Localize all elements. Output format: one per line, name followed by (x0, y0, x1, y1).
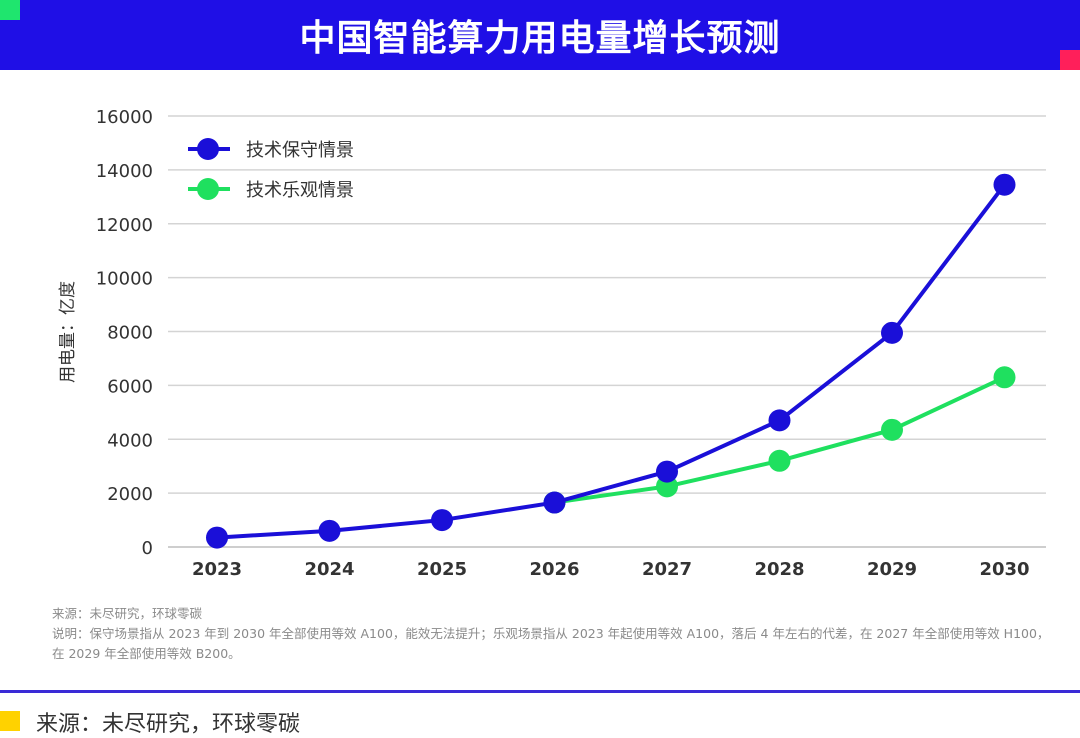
legend-swatch-marker (197, 138, 219, 160)
data-point (993, 173, 1016, 196)
line-chart: 0 2000 4000 6000 8000 10000 12000 14000 16000 20… (58, 107, 1046, 580)
x-tick-labels: 2023 2024 2025 2026 2027 2028 2029 2030 (192, 559, 1030, 580)
data-point (881, 321, 903, 344)
y-tick-label: 4000 (107, 430, 153, 451)
data-point (993, 366, 1016, 389)
y-tick-label: 6000 (107, 376, 153, 397)
x-tick-label: 2027 (642, 559, 692, 580)
page-title: 中国智能算力用电量增长预测 (299, 18, 781, 59)
footer-accent-square (0, 711, 20, 731)
legend-label: 技术保守情景 (246, 140, 354, 161)
notes-explanation: 说明：保守场景指从 2023 年到 2030 年全部使用等效 A100，能效无法… (52, 626, 1050, 661)
data-point (543, 491, 566, 514)
x-tick-label: 2030 (979, 559, 1029, 580)
series-line (216, 183, 1007, 540)
footer-divider (0, 690, 1080, 693)
x-tick-label: 2025 (417, 559, 467, 580)
data-point (318, 519, 341, 542)
corner-accent-green (0, 0, 20, 20)
x-tick-label: 2028 (754, 559, 804, 580)
y-axis-label: 用电量：亿度 (58, 281, 78, 383)
series-layer (206, 173, 1016, 549)
y-tick-label: 14000 (96, 161, 153, 182)
data-point (881, 418, 903, 441)
data-point (206, 526, 228, 549)
x-tick-label: 2024 (304, 559, 354, 580)
chart-notes: 来源：未尽研究，环球零碳 说明：保守场景指从 2023 年到 2030 年全部使… (52, 604, 1052, 664)
data-point (656, 460, 678, 483)
corner-accent-red (1060, 50, 1080, 70)
y-tick-label: 10000 (96, 269, 153, 290)
data-point (768, 449, 791, 472)
y-tick-label: 16000 (96, 107, 153, 128)
header-banner: 中国智能算力用电量增长预测 (0, 0, 1080, 70)
data-point (768, 409, 791, 432)
x-tick-label: 2026 (529, 559, 579, 580)
y-tick-label: 0 (142, 538, 153, 559)
x-tick-label: 2029 (867, 559, 917, 580)
y-tick-label: 12000 (96, 215, 153, 236)
x-tick-label: 2023 (192, 559, 242, 580)
grid-lines (168, 115, 1046, 548)
notes-source: 来源：未尽研究，环球零碳 (52, 606, 203, 621)
legend-label: 技术乐观情景 (246, 180, 354, 201)
y-tick-labels: 0 2000 4000 6000 8000 10000 12000 14000 16000 (96, 107, 153, 559)
legend-swatch-marker (197, 178, 219, 200)
footer-source: 来源：未尽研究，环球零碳 (36, 712, 301, 737)
y-tick-label: 8000 (107, 323, 153, 344)
data-point (431, 509, 453, 532)
y-tick-label: 2000 (107, 484, 153, 505)
